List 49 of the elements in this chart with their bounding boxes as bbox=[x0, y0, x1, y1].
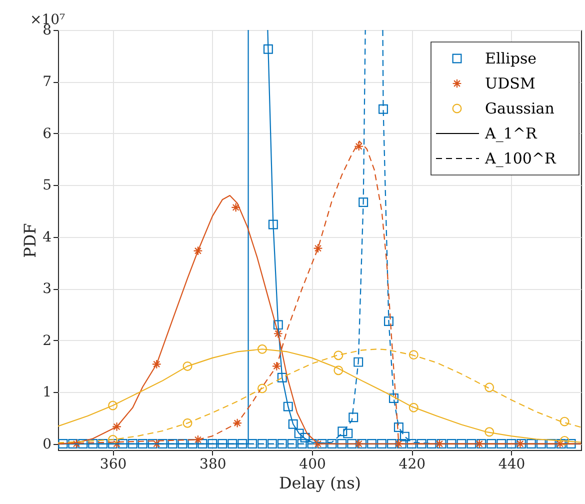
point bbox=[408, 350, 418, 360]
legend-label: Gaussian bbox=[485, 100, 555, 118]
point bbox=[313, 244, 323, 254]
point bbox=[334, 366, 344, 376]
point bbox=[112, 422, 122, 432]
y-tick-label: 4 bbox=[42, 229, 52, 246]
point bbox=[232, 418, 242, 428]
y-tick-label: 3 bbox=[42, 281, 52, 298]
x-tick-label: 400 bbox=[299, 456, 326, 472]
point bbox=[313, 439, 323, 449]
x-tick-label: 440 bbox=[498, 456, 526, 472]
point bbox=[408, 402, 418, 412]
point bbox=[560, 436, 570, 446]
point bbox=[193, 434, 203, 444]
point bbox=[560, 416, 570, 426]
y-tick-label: 5 bbox=[42, 178, 52, 194]
point bbox=[334, 350, 344, 360]
y-tick-label: 1 bbox=[42, 384, 52, 401]
point bbox=[182, 418, 192, 428]
annotation: A_1^R bbox=[484, 124, 538, 142]
point bbox=[484, 427, 494, 437]
legend-label: Ellipse bbox=[485, 50, 537, 68]
x-tick-label: 380 bbox=[200, 456, 226, 472]
point bbox=[273, 328, 283, 338]
y-tick-label: 2 bbox=[42, 332, 52, 349]
point bbox=[257, 384, 267, 394]
point bbox=[257, 344, 267, 354]
point bbox=[394, 439, 404, 449]
legend-label: UDSM bbox=[485, 74, 536, 92]
x-axis-title: Delay (ns) bbox=[278, 474, 362, 492]
point bbox=[354, 439, 364, 449]
y-tick-label: 6 bbox=[42, 126, 52, 142]
point bbox=[272, 361, 282, 371]
point bbox=[112, 439, 122, 449]
y-tick-label: 7 bbox=[42, 74, 52, 90]
point bbox=[193, 246, 203, 256]
point bbox=[484, 382, 494, 392]
point bbox=[72, 439, 82, 449]
y-axis-title: PDF bbox=[20, 223, 40, 258]
point bbox=[108, 400, 118, 410]
point bbox=[231, 202, 241, 212]
x-tick-label: 420 bbox=[398, 456, 426, 472]
point bbox=[354, 142, 364, 152]
point bbox=[152, 359, 162, 369]
y-tick-label: 0 bbox=[42, 436, 52, 452]
x-tick-label: 360 bbox=[100, 456, 127, 472]
point bbox=[152, 439, 162, 449]
point bbox=[182, 361, 192, 371]
annotation: A_100^R bbox=[484, 150, 557, 168]
